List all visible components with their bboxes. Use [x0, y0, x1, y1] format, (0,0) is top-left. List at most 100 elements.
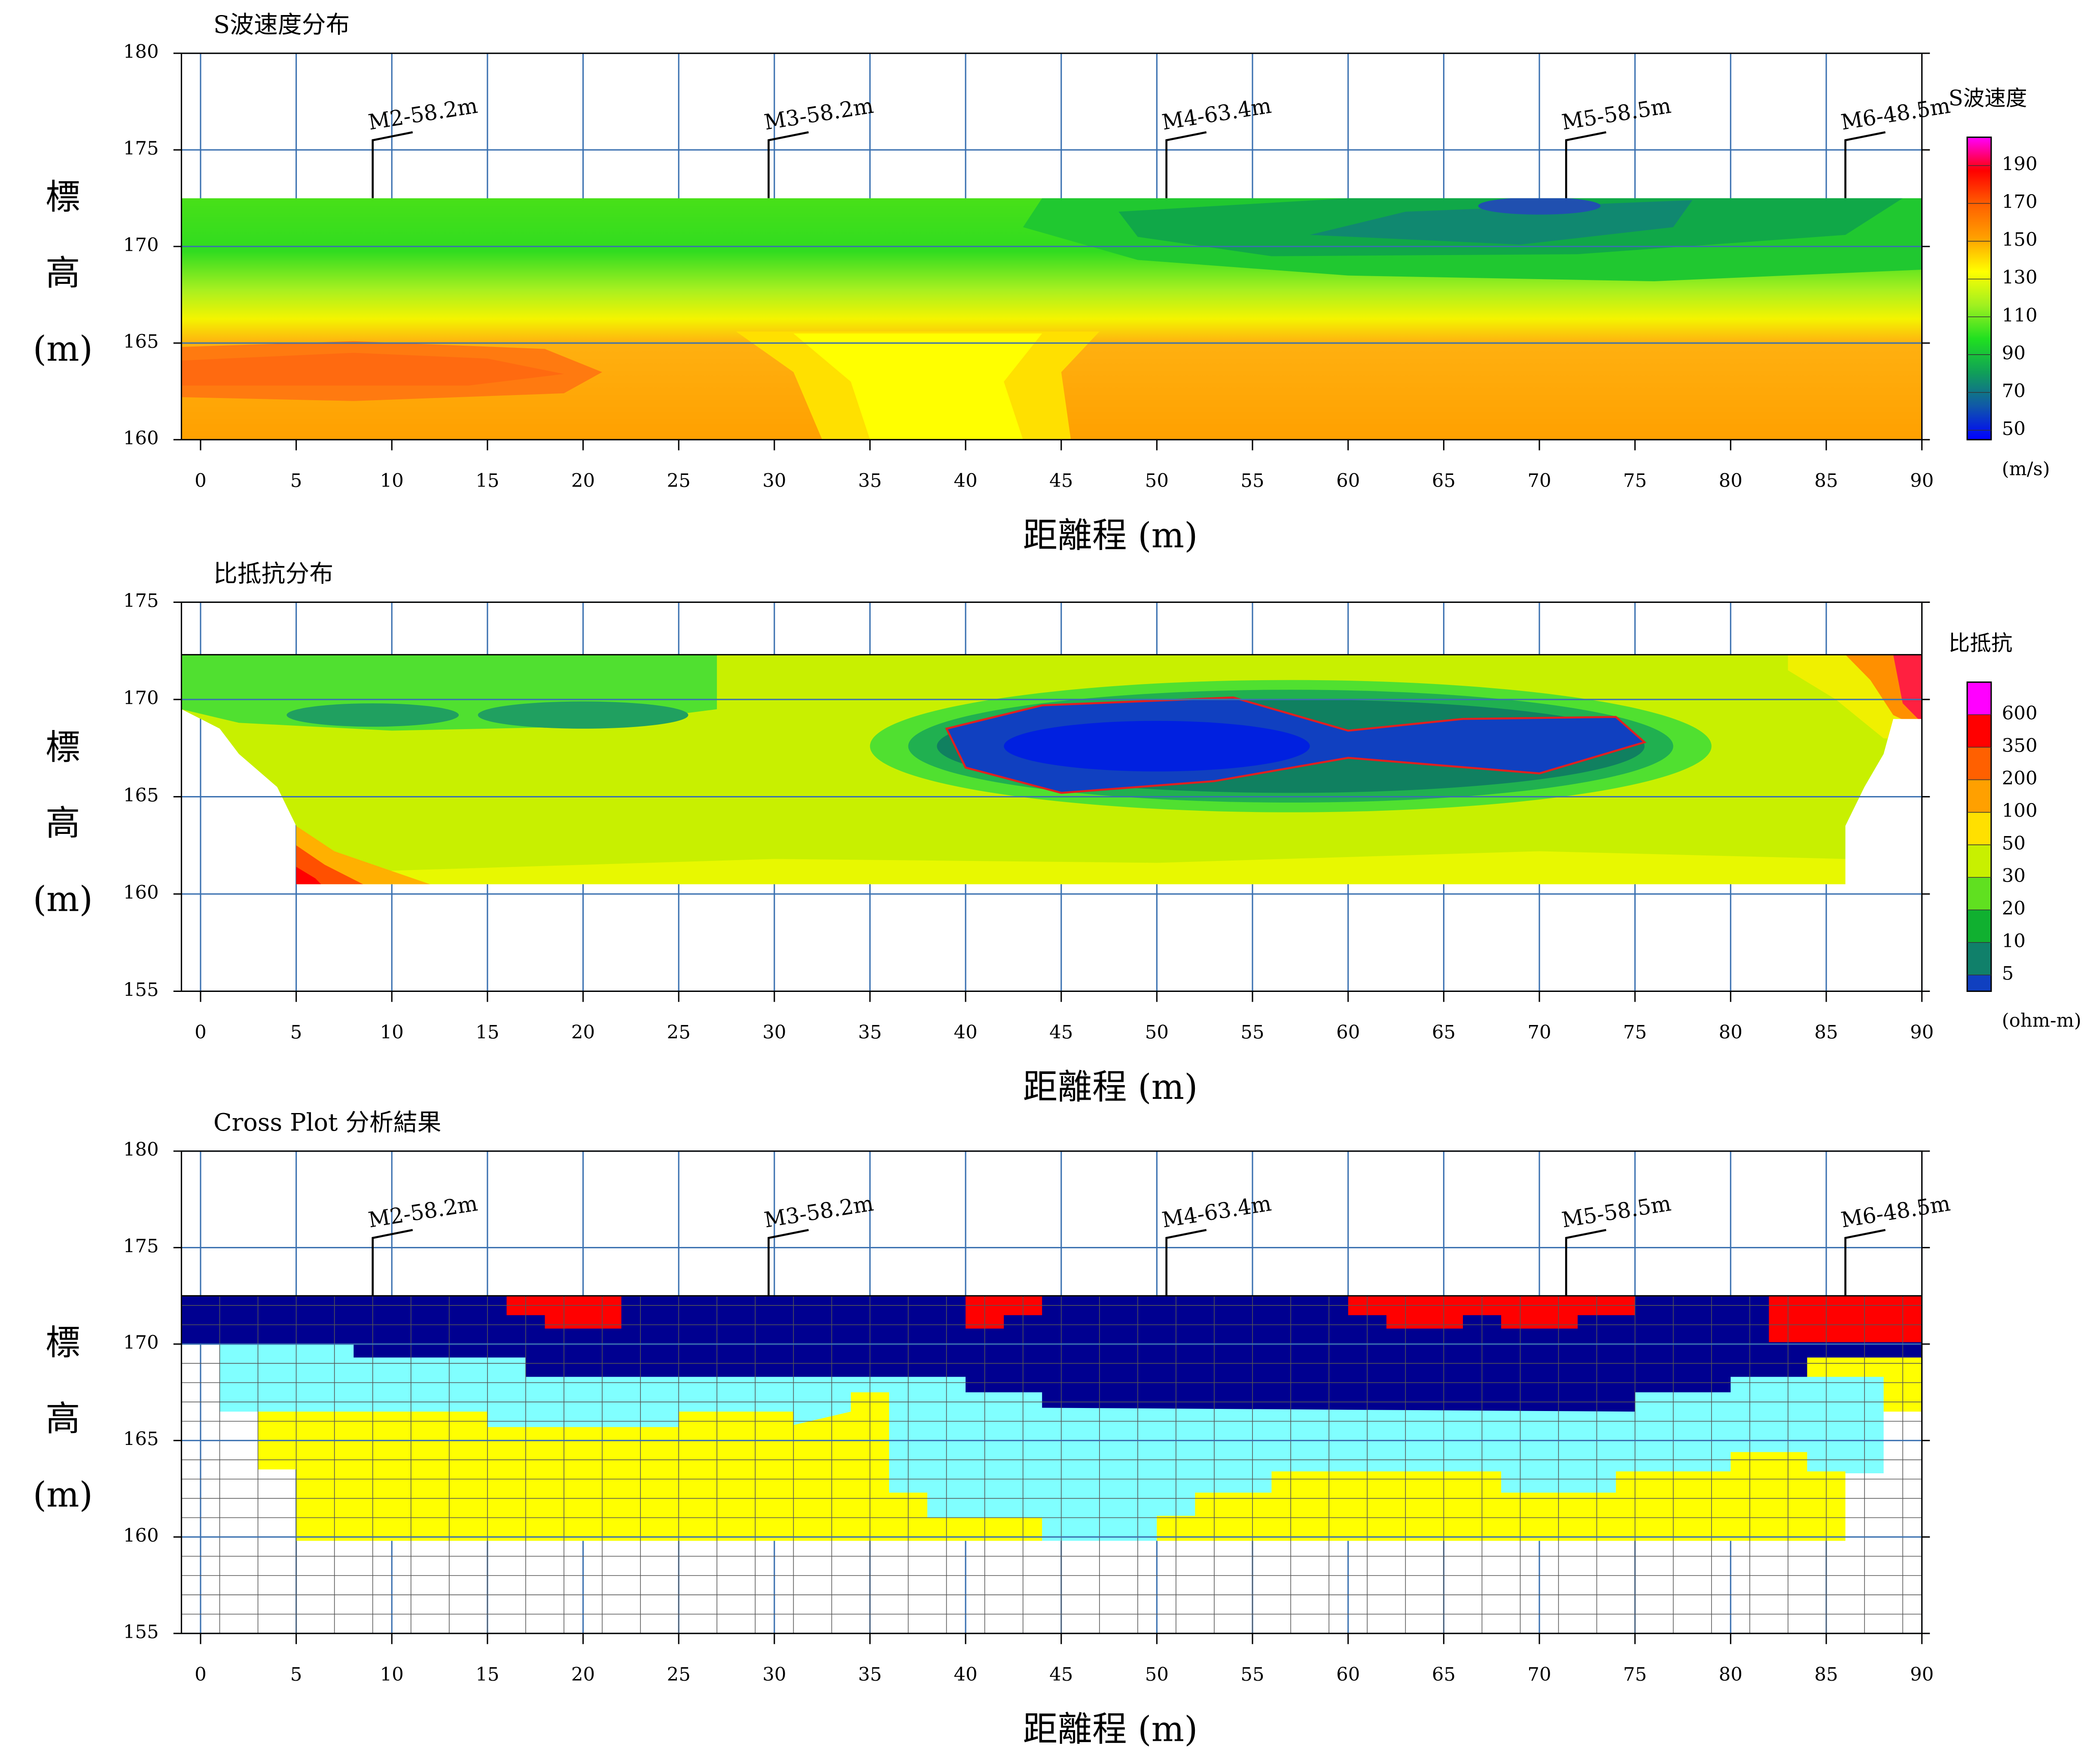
x-tick-label: 50 — [1145, 1022, 1169, 1043]
x-tick-label: 65 — [1432, 1022, 1456, 1043]
x-tick-label: 55 — [1240, 1022, 1264, 1043]
x-tick-label: 5 — [290, 470, 302, 492]
colorbar-tick-label: 30 — [2002, 865, 2026, 887]
contour-region — [793, 333, 1042, 440]
borehole-label: M2-58.2m — [366, 93, 479, 135]
x-tick-label: 80 — [1719, 470, 1743, 492]
y-tick-label: 170 — [123, 234, 159, 256]
colorbar-tick-label: 190 — [2002, 154, 2038, 175]
borehole — [768, 1229, 809, 1296]
contour-region — [1348, 1296, 1635, 1329]
colorbar-tick-label: 20 — [2002, 898, 2026, 919]
colorbar-segment — [1967, 715, 1991, 748]
panel-title: 比抵抗分布 — [213, 560, 333, 588]
y-axis-label: 高 — [46, 1399, 80, 1439]
x-axis-label: 距離程 (m) — [1023, 515, 1198, 556]
x-axis-label: 距離程 (m) — [1023, 1709, 1198, 1750]
y-tick-label: 155 — [123, 979, 159, 1001]
colorbar-tick-label: 130 — [2002, 267, 2038, 289]
colorbar-tick-label: 600 — [2002, 703, 2038, 724]
colorbar-tick-label: 200 — [2002, 768, 2038, 789]
x-tick-label: 70 — [1527, 1022, 1551, 1043]
borehole — [1844, 1229, 1886, 1296]
x-tick-label: 75 — [1623, 1022, 1647, 1043]
contour-region — [286, 703, 459, 727]
colorbar-tick-label: 350 — [2002, 735, 2038, 757]
colorbar-tick-label: 50 — [2002, 418, 2026, 440]
x-tick-label: 40 — [954, 470, 977, 492]
borehole-label: M5-58.5m — [1560, 93, 1673, 135]
x-tick-label: 35 — [858, 470, 882, 492]
colorbar — [1966, 137, 1992, 441]
x-tick-label: 30 — [762, 1022, 786, 1043]
colorbar-segment — [1967, 942, 1991, 975]
y-tick-label: 160 — [123, 428, 159, 449]
x-tick-label: 25 — [667, 1022, 691, 1043]
borehole — [1565, 1229, 1606, 1296]
y-tick-label: 160 — [123, 882, 159, 903]
contour-region — [1769, 1296, 1922, 1342]
x-tick-label: 65 — [1432, 1664, 1456, 1685]
x-tick-label: 25 — [667, 1664, 691, 1685]
y-tick-label: 160 — [123, 1525, 159, 1546]
borehole-label: M6-48.5m — [1839, 93, 1952, 135]
x-tick-label: 75 — [1623, 1664, 1647, 1685]
x-tick-label: 20 — [571, 1022, 595, 1043]
y-tick-label: 155 — [123, 1621, 159, 1643]
y-tick-label: 165 — [123, 785, 159, 806]
colorbar-tick-label: 50 — [2002, 833, 2026, 854]
contour-region — [1004, 721, 1310, 772]
x-tick-label: 60 — [1336, 1664, 1360, 1685]
y-tick-label: 170 — [123, 687, 159, 709]
x-tick-label: 30 — [762, 470, 786, 492]
contour-region — [181, 353, 564, 386]
colorbar-tick-label: 100 — [2002, 800, 2038, 822]
colorbar-segment — [1967, 812, 1991, 845]
field — [181, 654, 1922, 885]
y-tick-label: 170 — [123, 1332, 159, 1353]
y-axis-label: 標 — [46, 727, 80, 768]
x-tick-label: 55 — [1240, 470, 1264, 492]
x-tick-label: 5 — [290, 1664, 302, 1685]
borehole-label: M4-63.4m — [1160, 93, 1273, 135]
x-tick-label: 15 — [475, 470, 499, 492]
x-tick-label: 0 — [195, 470, 207, 492]
x-tick-label: 90 — [1910, 1664, 1934, 1685]
borehole — [768, 131, 809, 198]
colorbar-tick-label: 110 — [2002, 305, 2038, 326]
y-tick-label: 180 — [123, 1139, 159, 1161]
x-tick-label: 70 — [1527, 1664, 1551, 1685]
colorbar-tick-label: 150 — [2002, 229, 2038, 251]
x-tick-label: 35 — [858, 1022, 882, 1043]
x-tick-label: 85 — [1814, 470, 1838, 492]
contour-region — [1893, 654, 1922, 723]
x-tick-label: 60 — [1336, 470, 1360, 492]
x-tick-label: 20 — [571, 470, 595, 492]
panel-title: S波速度分布 — [213, 11, 350, 39]
colorbar-segment — [1967, 975, 1991, 991]
borehole — [1165, 131, 1207, 198]
colorbar-unit: (ohm-m) — [2002, 1010, 2081, 1031]
y-axis-label: 標 — [46, 177, 80, 217]
borehole-label: M3-58.2m — [762, 1191, 875, 1232]
colorbar-segment — [1967, 845, 1991, 878]
contour-region — [1807, 1357, 1922, 1412]
colorbar-tick-label: 90 — [2002, 343, 2026, 364]
x-tick-label: 60 — [1336, 1022, 1360, 1043]
x-tick-label: 85 — [1814, 1664, 1838, 1685]
plot-frame — [180, 1150, 1923, 1634]
borehole — [1844, 131, 1886, 198]
x-tick-label: 75 — [1623, 470, 1647, 492]
x-tick-label: 45 — [1049, 470, 1073, 492]
x-tick-label: 20 — [571, 1664, 595, 1685]
colorbar-tick-label: 70 — [2002, 380, 2026, 402]
y-axis-label: 高 — [46, 253, 80, 293]
y-axis-label: 標 — [46, 1323, 80, 1363]
y-tick-label: 175 — [123, 138, 159, 159]
x-tick-label: 15 — [475, 1022, 499, 1043]
y-tick-label: 180 — [123, 41, 159, 63]
